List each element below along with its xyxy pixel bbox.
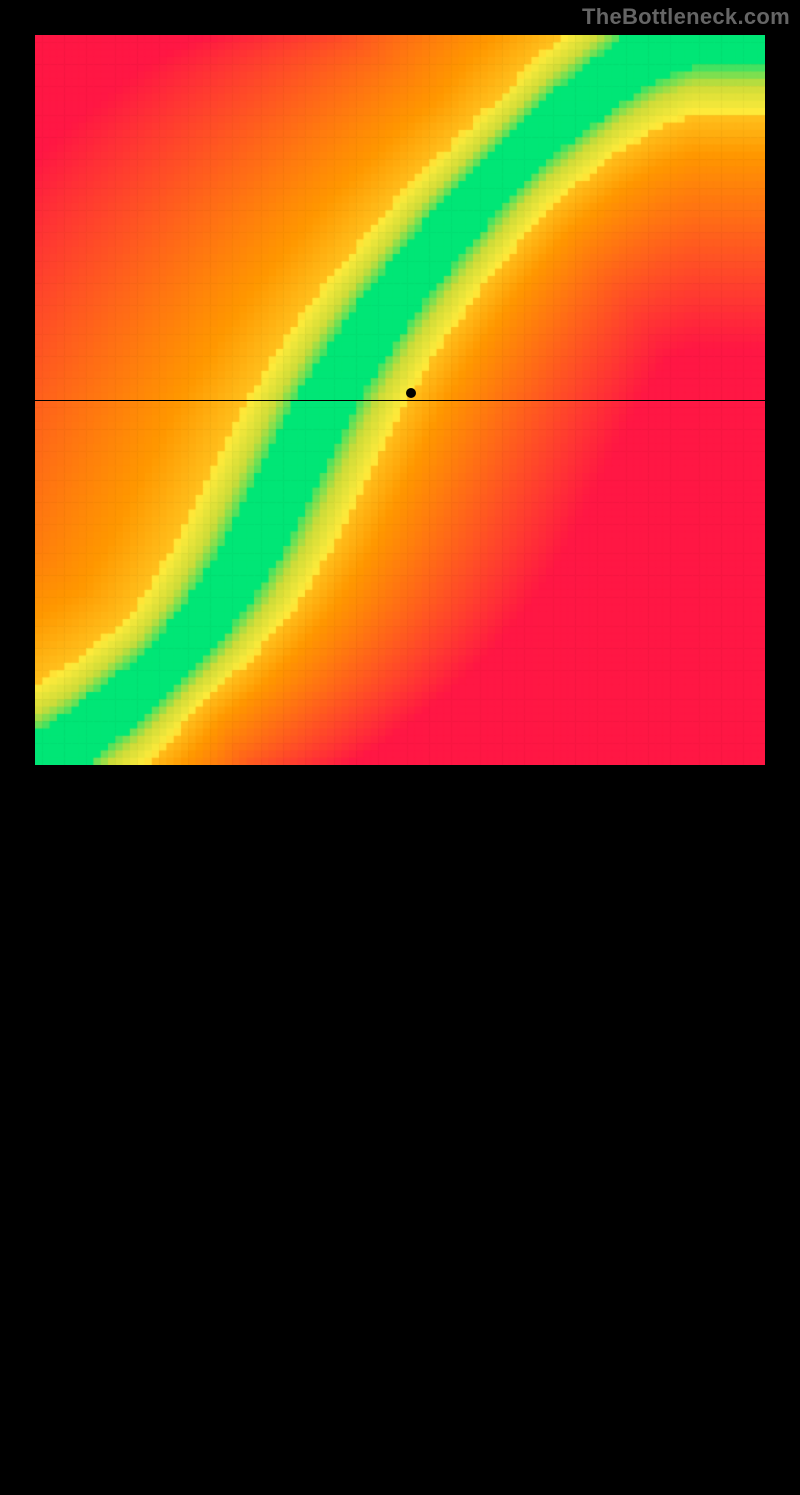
marker-dot [406, 388, 416, 398]
crosshair-horizontal [35, 400, 765, 401]
watermark-text: TheBottleneck.com [582, 4, 790, 30]
page-wrap: TheBottleneck.com [0, 0, 800, 800]
heatmap-chart [35, 35, 765, 765]
crosshair-vertical [400, 765, 401, 1495]
